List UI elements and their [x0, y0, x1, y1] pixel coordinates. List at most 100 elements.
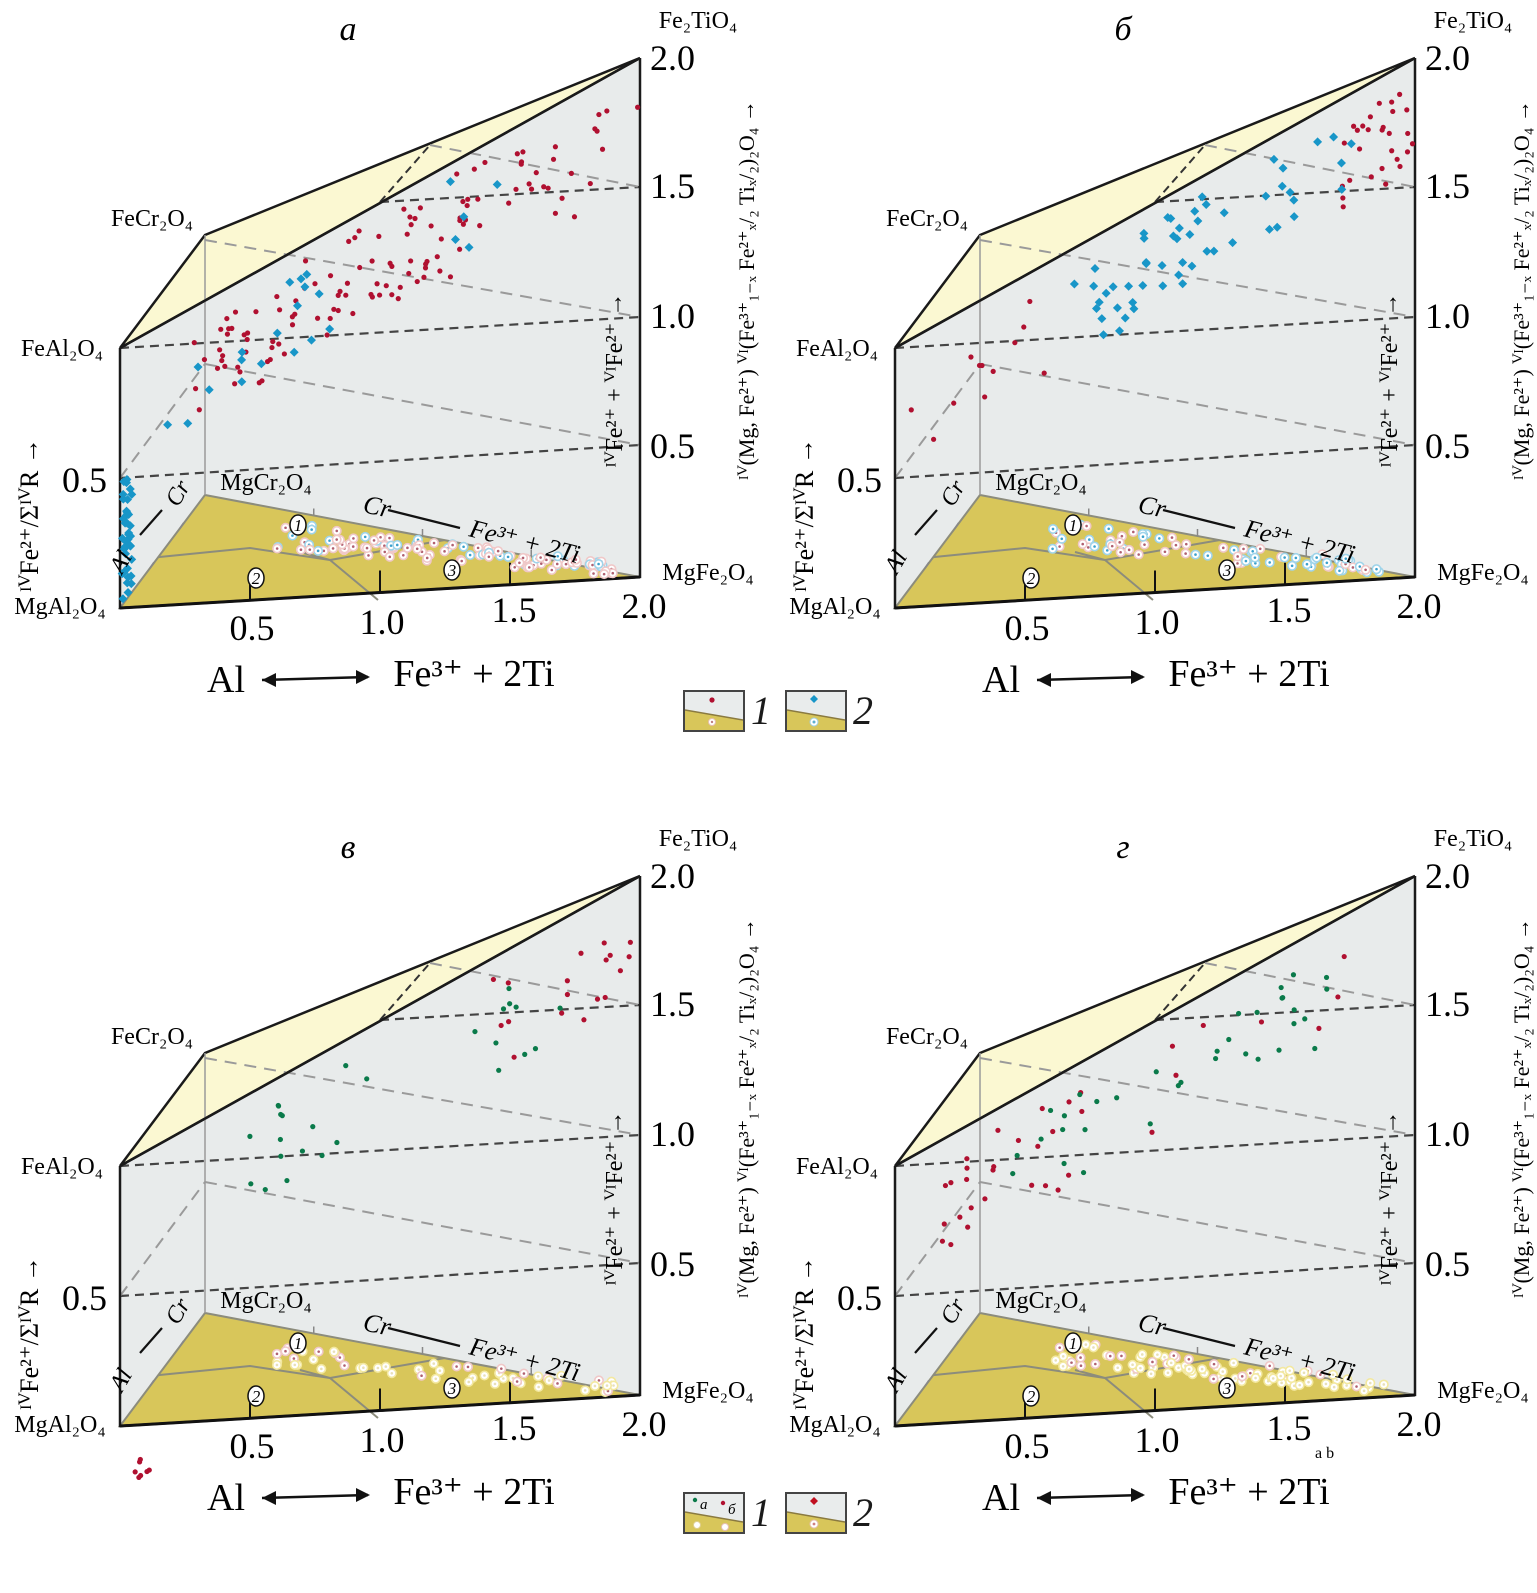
data-point-red-dot [274, 293, 280, 300]
data-point-base-core [1172, 1354, 1176, 1357]
data-point-base-core [1060, 537, 1064, 541]
data-point-red-dot [559, 1010, 565, 1016]
x-axis-double-arrow [261, 1493, 369, 1500]
data-point-red-dot [344, 280, 351, 286]
data-point-red-dot [1394, 156, 1400, 162]
data-point-red-dot [464, 202, 470, 209]
data-point-blue-diamond [459, 212, 469, 222]
data-point-base-core [1184, 542, 1188, 546]
data-point-base-core [556, 1382, 559, 1385]
data-point-blue-diamond [300, 282, 310, 292]
right-outer-axis-label: ᴵⱽ(Mg, Fe²⁺) ⱽᴵ(Fe³⁺₁₋ₓ Fe²⁺ₓ/₂ Tiₓ/₂)₂O… [1509, 918, 1534, 1298]
data-point-blue-diamond [306, 335, 316, 345]
data-point-red-dot [369, 294, 375, 300]
data-point-base-core [275, 547, 279, 550]
iso-line [119, 315, 641, 350]
data-point-base-core [1108, 1354, 1112, 1358]
data-point-blue-diamond [289, 347, 299, 357]
data-point-base-core [1141, 535, 1145, 539]
data-point-red-dot [1042, 1183, 1049, 1189]
vertex-label-top-left: FeAl₂O₄ [21, 1154, 103, 1180]
data-point-blue-diamond [122, 578, 132, 588]
data-point-base-core [1143, 543, 1146, 546]
data-point-red-dot [526, 181, 532, 187]
data-point-base-core [1251, 549, 1255, 553]
x-axis-label-left: Al [982, 659, 1020, 701]
data-point-red-dot [235, 364, 241, 370]
base-side-double-arrow [139, 509, 163, 536]
vertex-label-bottom-back: MgCr₂O₄ [995, 470, 1086, 496]
data-point-base-core [1364, 568, 1367, 572]
data-point-base-core [493, 1382, 497, 1386]
left-axis-label: ᴵⱽFe²⁺/ΣᴵⱽR → [15, 1256, 44, 1410]
data-point-blue-diamond [1089, 281, 1099, 291]
x-axis-tick: 0.5 [1005, 1426, 1050, 1466]
x-axis-double-arrow [1036, 1493, 1144, 1500]
x-axis-tick: 1.5 [492, 1408, 537, 1448]
data-point-base-core [1212, 1362, 1216, 1366]
data-point-base-core [367, 554, 370, 557]
data-point-base-core [1362, 1389, 1366, 1393]
data-point-base-core [602, 572, 606, 576]
data-point-base-core [1061, 1355, 1065, 1358]
left-axis-tick: 0.5 [62, 460, 107, 500]
data-point-red-dot [482, 159, 488, 166]
data-point-base-core [1054, 1359, 1058, 1362]
prism-diagram: 1 2 3 а Fe₂TiO₄ FeCr₂O₄ FeAl₂O₄ MgAl₂O₄ MgCr₂O₄ M… [14, 8, 759, 701]
data-point-red-dot [417, 205, 423, 211]
data-point-red-dot [137, 1456, 143, 1463]
data-point-base-core [555, 562, 559, 566]
data-point-base-core [1290, 564, 1294, 568]
data-point-blue-diamond [1090, 264, 1100, 274]
panel-a: 1 2 3 а Fe₂TiO₄ FeCr₂O₄ FeAl₂O₄ MgAl₂O₄ MgCr₂O₄ M… [0, 0, 770, 770]
data-point-base-core [1137, 553, 1140, 556]
field-label-oval [1218, 559, 1236, 581]
data-point-red-dot [979, 362, 985, 369]
data-point-red-dot [1012, 340, 1018, 346]
data-point-blue-diamond [1138, 281, 1148, 291]
data-point-red-dot [990, 368, 996, 374]
data-point-red-dot [490, 976, 497, 983]
data-point-base-core [1253, 556, 1257, 559]
data-point-base-core [518, 561, 521, 565]
data-point-green-dot [506, 985, 512, 992]
data-point-red-dot [414, 278, 420, 285]
data-point-red-dot [1405, 130, 1411, 137]
data-point-blue-diamond [1069, 279, 1079, 289]
data-point-red-dot [941, 1221, 947, 1227]
data-point-blue-diamond [1197, 192, 1207, 202]
right-outer-axis-label: ᴵⱽ(Mg, Fe²⁺) ⱽᴵ(Fe³⁺₁₋ₓ Fe²⁺ₓ/₂ Tiₓ/₂)₂O… [1509, 100, 1534, 480]
data-point-base-core [522, 1372, 526, 1375]
data-point-red-dot [1379, 165, 1385, 172]
data-point-blue-diamond [464, 242, 474, 252]
data-point-base-core [1298, 1383, 1301, 1387]
data-point-base-core [308, 548, 312, 551]
data-point-green-dot [247, 1133, 253, 1139]
data-point-base-core [275, 1363, 279, 1367]
data-point-red-dot [964, 1165, 970, 1171]
data-point-blue-diamond [302, 269, 312, 279]
data-point-red-dot [408, 222, 414, 228]
data-point-red-dot [457, 246, 463, 252]
data-point-red-dot [1055, 1187, 1061, 1193]
vertex-label-top-back: FeCr₂O₄ [886, 1024, 968, 1050]
data-point-red-dot [475, 196, 481, 202]
data-point-red-dot [1340, 204, 1346, 210]
data-point-base-core [395, 543, 399, 547]
data-point-red-dot [138, 1472, 144, 1479]
legend-sublabel-b: б [728, 1502, 736, 1518]
data-point-red-dot [1200, 1022, 1206, 1029]
receding-iso-line [1204, 144, 1416, 188]
vertex-label-bottom-back: MgCr₂O₄ [220, 1288, 311, 1314]
data-point-base-core [335, 538, 339, 541]
vertex-label-top-right: Fe₂TiO₄ [659, 8, 738, 34]
data-point-blue-diamond [118, 489, 128, 499]
data-point-red-dot [908, 407, 914, 413]
data-point-red-dot [627, 939, 633, 945]
data-point-base-core [1061, 1364, 1065, 1368]
data-point-base-core [545, 558, 548, 562]
data-point-red-dot [218, 326, 224, 332]
x-axis-tick: 2.0 [1397, 1404, 1442, 1444]
base-side-double-arrow [139, 1327, 163, 1354]
data-point-blue-diamond [1261, 191, 1271, 201]
